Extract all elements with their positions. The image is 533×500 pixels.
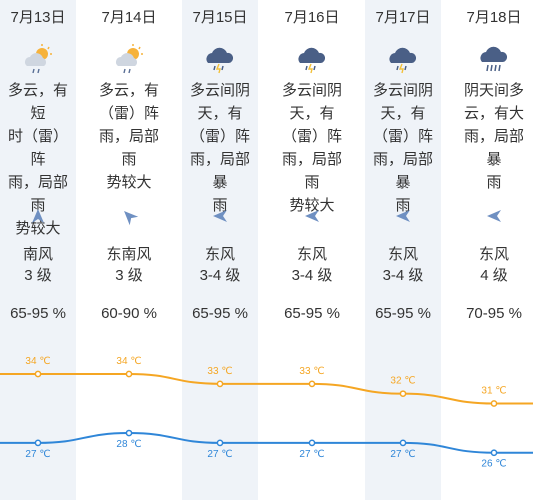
wind-direction: 东风 [204, 246, 235, 263]
weather-description-line: （雷）阵 [281, 128, 342, 145]
wind-direction-arrow-icon [121, 208, 139, 226]
weather-description: 多云间阴天，有 （雷）阵雨，局部雨势较大 [276, 79, 348, 217]
weather-description-line: 雨，局部雨 [98, 128, 159, 168]
wind-direction: 东风 [296, 246, 327, 263]
humidity-value: 65-95 % [284, 305, 340, 322]
wind-direction-arrow-icon [395, 208, 411, 224]
weather-description-line: 多云间阴 [372, 82, 433, 99]
weather-description-line: （雷）阵 [372, 128, 433, 145]
weather-description: 阴天间多云，有大雨，局部暴雨 [458, 79, 530, 194]
weather-description-line: 雨，局部暴 [372, 151, 433, 191]
thunder-rain-icon [295, 42, 329, 76]
humidity-value: 60-90 % [101, 305, 157, 322]
high-temp-line [0, 372, 533, 405]
weather-description-line: 雨，局部雨 [281, 151, 342, 191]
weather-description-line: 时（雷）阵 [7, 128, 68, 168]
weather-description-line: 阴天间多 [463, 82, 524, 99]
wind-level: 3 级 [24, 267, 52, 284]
heavy-rain-icon [477, 42, 511, 76]
day-column-2: 7月14日 多云，有 （雷）阵雨，局部雨势较大东南风 3 级 60-90 % [91, 0, 167, 500]
day-column-6: 7月18日 阴天间多云，有大雨，局部暴雨东风 4 级 70-95 % [456, 0, 532, 500]
humidity-value: 65-95 % [192, 305, 248, 322]
day-date: 7月14日 [101, 9, 157, 26]
weather-description-line: 多云，有短 [7, 82, 68, 122]
wind-level: 3 级 [115, 267, 143, 284]
weather-description-line: 雨，局部暴 [463, 128, 524, 168]
weather-description-line: （雷）阵 [98, 105, 159, 122]
weather-description-line: 雨，局部雨 [7, 174, 68, 214]
thunder-rain-icon [386, 42, 420, 76]
wind-direction-arrow-icon [212, 208, 228, 224]
wind-level: 3-4 级 [382, 267, 424, 284]
weather-description: 多云间阴天，有 （雷）阵雨，局部暴雨 [184, 79, 256, 217]
wind-level: 3-4 级 [199, 267, 241, 284]
weather-description-line: 天，有 [197, 105, 243, 122]
day-date: 7月13日 [10, 9, 66, 26]
weather-description-line: 天，有 [380, 105, 426, 122]
weather-description-line: 云，有大 [463, 105, 524, 122]
wind-direction-arrow-icon [304, 208, 320, 224]
humidity-value: 65-95 % [10, 305, 66, 322]
day-column-3: 7月15日 多云间阴天，有 （雷）阵雨，局部暴雨东风 3-4 级 65-95 % [182, 0, 258, 500]
wind-direction-arrow-icon [30, 208, 46, 224]
weather-description-line: 雨 [212, 197, 228, 214]
weather-description-line: 势较大 [106, 174, 152, 191]
weather-description-line: 多云，有 [98, 82, 159, 99]
wind-direction-arrow-icon [486, 208, 502, 224]
wind-direction: 东风 [387, 246, 418, 263]
weather-description-line: （雷）阵 [189, 128, 250, 145]
wind-direction: 南风 [22, 246, 53, 263]
wind-level: 3-4 级 [291, 267, 333, 284]
weather-description-line: 雨 [486, 174, 502, 191]
low-temp-line [0, 432, 533, 454]
day-date: 7月16日 [284, 9, 340, 26]
day-column-5: 7月17日 多云间阴天，有 （雷）阵雨，局部暴雨东风 3-4 级 65-95 % [365, 0, 441, 500]
wind-direction: 东风 [478, 246, 509, 263]
weather-description-line: 天，有 [289, 105, 335, 122]
thunder-rain-icon [203, 42, 237, 76]
weather-description-line: 多云间阴 [189, 82, 250, 99]
partly-cloudy-rain-icon [112, 42, 146, 76]
humidity-value: 70-95 % [466, 305, 522, 322]
day-date: 7月17日 [375, 9, 431, 26]
weather-description: 多云间阴天，有 （雷）阵雨，局部暴雨 [367, 79, 439, 217]
weather-description-line: 雨 [395, 197, 411, 214]
weather-description: 多云，有 （雷）阵雨，局部雨势较大 [93, 79, 165, 194]
weather-description-line: 雨，局部暴 [189, 151, 250, 191]
weather-description-line: 势较大 [289, 197, 335, 214]
wind-level: 4 级 [480, 267, 508, 284]
weather-description-line: 多云间阴 [281, 82, 342, 99]
day-column-4: 7月16日 多云间阴天，有 （雷）阵雨，局部雨势较大东风 3-4 级 65-95 % [274, 0, 350, 500]
weather-description-line: 势较大 [15, 220, 61, 237]
day-date: 7月15日 [192, 9, 248, 26]
wind-direction: 东南风 [106, 246, 152, 263]
day-column-1: 7月13日 多云，有短时（雷）阵雨，局部雨势较大南风 3 级 65-95 % [0, 0, 76, 500]
partly-cloudy-rain-icon [21, 42, 55, 76]
day-date: 7月18日 [466, 9, 522, 26]
weather-description: 多云，有短时（雷）阵雨，局部雨势较大 [2, 79, 74, 240]
humidity-value: 65-95 % [375, 305, 431, 322]
